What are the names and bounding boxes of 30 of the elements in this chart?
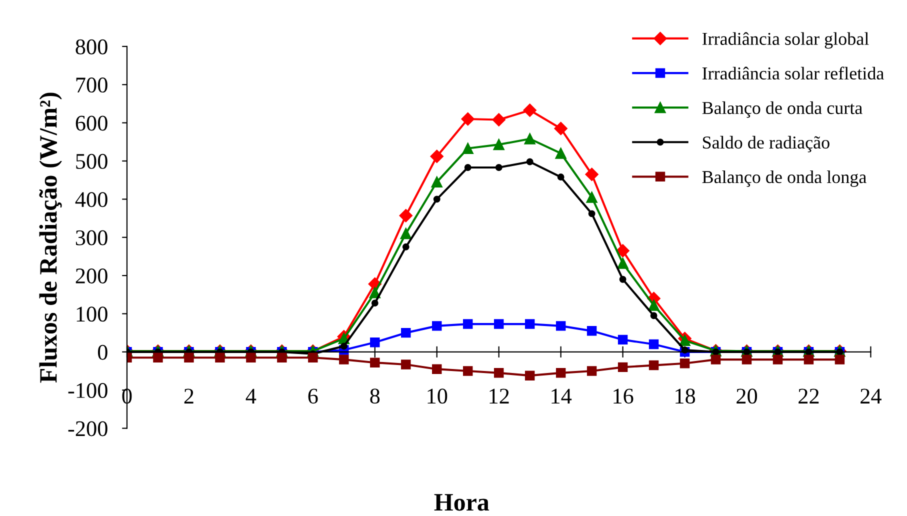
y-tick-label: -100: [68, 383, 108, 398]
x-tick-label: 4: [246, 388, 256, 404]
x-tick-label: 14: [552, 388, 572, 404]
legend-label: Saldo de radiação: [702, 136, 830, 152]
y-tick-label: 400: [75, 192, 108, 208]
y-tick-label: 700: [76, 78, 108, 93]
y-tick-label: 500: [76, 154, 108, 169]
x-tick-label: 24: [860, 388, 882, 404]
x-axis-title: Hora: [434, 494, 490, 511]
y-tick-label: 200: [76, 268, 108, 284]
legend-label: Balanço de onda curta: [702, 101, 862, 118]
y-tick-label: 800: [76, 39, 108, 54]
x-tick-label: 8: [370, 388, 380, 404]
legend-label: Irradiância solar refletida: [702, 66, 884, 80]
x-tick-label: 20: [736, 388, 758, 404]
x-tick-label: 2: [184, 388, 194, 404]
x-tick-label: 6: [308, 388, 318, 404]
legend-label: Irradiância solar global: [702, 32, 869, 49]
y-tick-label: -200: [68, 421, 108, 436]
y-tick-label: 300: [76, 230, 108, 246]
y-axis-title: Fluxos de Radiação (W/m²): [39, 92, 62, 383]
legend-label: Balanço de onda longa: [702, 170, 866, 187]
x-tick-label: 12: [490, 388, 509, 404]
x-tick-label: 16: [614, 388, 634, 404]
x-tick-label: 18: [676, 388, 696, 404]
y-tick-label: 600: [76, 116, 108, 131]
y-tick-label: 100: [76, 306, 108, 322]
x-tick-label: 22: [798, 388, 819, 404]
y-tick-label: 0: [98, 344, 108, 360]
x-tick-label: 10: [428, 388, 448, 404]
